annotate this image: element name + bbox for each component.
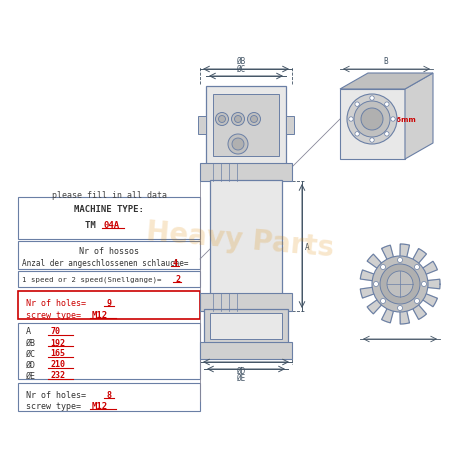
Text: ØC: ØC (236, 65, 245, 74)
Bar (200, 342, 291, 359)
Circle shape (360, 109, 382, 131)
Bar (18, 271, 200, 287)
Circle shape (414, 299, 419, 304)
Text: A: A (26, 327, 31, 336)
Bar (200, 164, 291, 182)
Circle shape (384, 132, 388, 137)
Circle shape (354, 103, 358, 107)
Text: MACHINE TYPE:: MACHINE TYPE: (74, 204, 144, 213)
Circle shape (231, 113, 244, 126)
Text: ØB: ØB (26, 338, 36, 347)
Circle shape (414, 265, 419, 270)
Text: Nr of hossos: Nr of hossos (79, 246, 139, 255)
Bar (18, 291, 200, 319)
Circle shape (247, 113, 260, 126)
Text: 1 speed or 2 speed(Snellgange)=: 1 speed or 2 speed(Snellgange)= (22, 276, 161, 283)
Bar (210, 313, 281, 339)
Text: ØC: ØC (26, 349, 36, 358)
Text: ØE: ØE (26, 371, 36, 380)
Text: 79.3mm: 79.3mm (375, 294, 407, 300)
Text: Nr of holes=: Nr of holes= (26, 299, 86, 308)
Circle shape (354, 132, 358, 137)
Text: 210: 210 (50, 360, 65, 369)
Bar (18, 383, 200, 411)
Text: M12: M12 (92, 402, 108, 411)
Circle shape (348, 118, 353, 122)
Circle shape (380, 265, 385, 270)
Circle shape (353, 102, 389, 138)
Text: 192: 192 (50, 338, 65, 347)
Bar (210, 180, 281, 294)
Circle shape (231, 139, 243, 151)
Circle shape (380, 299, 385, 304)
Text: screw type=: screw type= (26, 402, 81, 411)
Circle shape (234, 116, 241, 123)
Circle shape (420, 282, 425, 287)
Circle shape (386, 271, 412, 297)
Circle shape (397, 306, 402, 311)
Text: ØD: ØD (236, 366, 245, 375)
Circle shape (373, 282, 378, 287)
Polygon shape (339, 74, 432, 90)
Text: 165: 165 (50, 349, 65, 358)
Bar (197, 117, 206, 134)
Text: Heavy Parts: Heavy Parts (145, 218, 334, 262)
Text: 232: 232 (50, 371, 65, 380)
Bar (18, 241, 200, 269)
Polygon shape (404, 74, 432, 160)
Circle shape (250, 116, 257, 123)
Bar (285, 117, 293, 134)
Text: A: A (304, 242, 309, 251)
Polygon shape (339, 90, 404, 160)
Bar (18, 197, 200, 240)
Bar (200, 293, 291, 311)
Circle shape (369, 139, 373, 143)
Text: 65.6mm: 65.6mm (384, 117, 416, 123)
Text: Nr of holes=: Nr of holes= (26, 391, 86, 400)
Text: screw type=: screw type= (26, 311, 81, 320)
Text: 04A: 04A (103, 220, 119, 229)
Polygon shape (359, 245, 439, 325)
Text: 70: 70 (50, 327, 60, 336)
Text: 2: 2 (174, 275, 179, 284)
Circle shape (397, 258, 402, 263)
Bar (206, 87, 285, 165)
Text: TM: TM (85, 220, 101, 229)
Text: ØE: ØE (236, 373, 245, 382)
Bar (18, 323, 200, 379)
Text: M12: M12 (92, 311, 108, 320)
Circle shape (371, 257, 427, 312)
Circle shape (379, 264, 419, 304)
Circle shape (369, 96, 373, 101)
Text: 8: 8 (106, 391, 111, 400)
Circle shape (346, 95, 396, 145)
Text: 4: 4 (173, 259, 178, 268)
Text: ØB: ØB (236, 57, 245, 66)
Text: Anzal der angeschlossenen schlauche=: Anzal der angeschlossenen schlauche= (22, 259, 188, 268)
Bar (203, 309, 287, 343)
Text: ØD: ØD (26, 360, 36, 369)
Bar (213, 95, 279, 157)
Circle shape (228, 134, 247, 155)
Circle shape (390, 118, 394, 122)
Text: please fill in all data: please fill in all data (51, 190, 166, 199)
Circle shape (218, 116, 225, 123)
Text: B: B (383, 57, 387, 66)
Text: 9: 9 (106, 299, 111, 308)
Circle shape (384, 103, 388, 107)
Circle shape (215, 113, 228, 126)
